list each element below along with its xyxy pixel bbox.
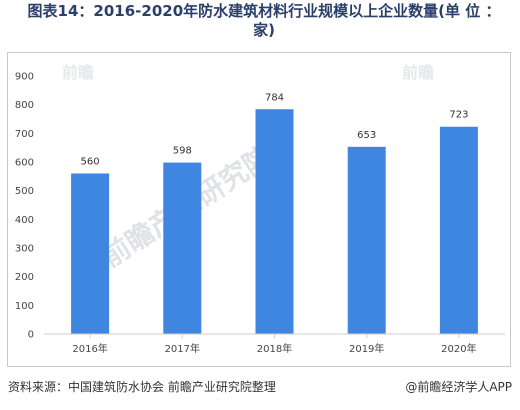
bar-value-label: 598 <box>173 146 192 157</box>
bar-3 <box>255 109 294 335</box>
watermark-corner-right: 前瞻 <box>402 63 434 82</box>
bars: 560 598 784 653 723 <box>71 92 478 335</box>
y-tick-label: 0 <box>28 330 34 341</box>
chart-title: 图表14：2016-2020年防水建筑材料行业规模以上企业数量(单 位 ：家) <box>27 2 501 39</box>
y-tick-label: 400 <box>15 215 34 226</box>
y-tick-label: 100 <box>15 301 34 312</box>
watermark-corner-left: 前瞻 <box>62 63 94 82</box>
bar-4 <box>347 146 386 334</box>
footer: 资料来源：中国建筑防水协会 前瞻产业研究院整理 @前瞻经济学人APP <box>8 377 512 397</box>
bar-1 <box>71 173 110 334</box>
bar-2 <box>163 162 202 334</box>
x-tick-label: 2020年 <box>441 342 476 355</box>
x-tick-label: 2016年 <box>72 342 107 355</box>
y-tick-label: 900 <box>15 72 34 83</box>
y-tick-label: 200 <box>15 272 34 283</box>
y-tick-label: 700 <box>15 129 34 140</box>
bar-value-label: 723 <box>449 110 468 121</box>
source-note: 资料来源：中国建筑防水协会 前瞻产业研究院整理 <box>8 380 276 394</box>
bar-value-label: 560 <box>81 156 100 167</box>
x-tick-label: 2017年 <box>165 342 200 355</box>
y-axis: 0 100 200 300 400 500 600 700 800 900 <box>15 72 34 341</box>
y-tick-label: 500 <box>15 186 34 197</box>
x-tick-label: 2018年 <box>257 342 292 355</box>
bar-5 <box>439 126 478 335</box>
bar-value-label: 784 <box>265 92 284 103</box>
x-axis: 2016年 2017年 2018年 2019年 2020年 <box>44 333 505 355</box>
chart-frame <box>7 52 511 367</box>
y-tick-label: 800 <box>15 100 34 111</box>
y-tick-label: 600 <box>15 158 34 169</box>
bar-value-label: 653 <box>357 130 376 141</box>
brand-credit: @前瞻经济学人APP <box>405 380 512 394</box>
x-tick-label: 2019年 <box>349 342 384 355</box>
y-tick-label: 300 <box>15 244 34 255</box>
